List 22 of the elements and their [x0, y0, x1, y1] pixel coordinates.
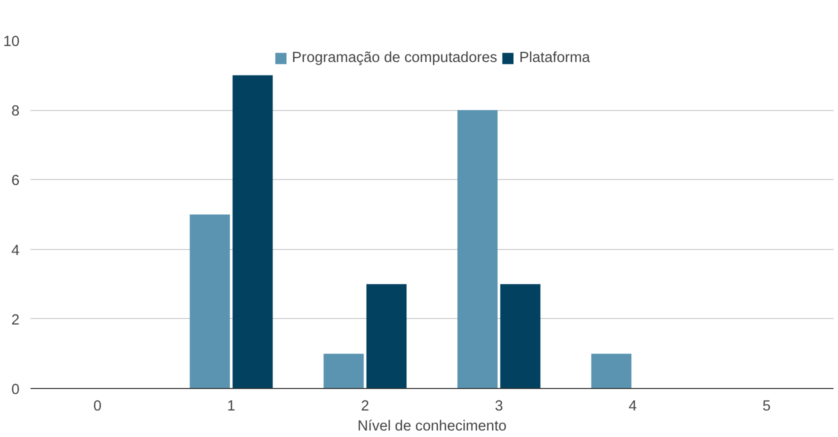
bar	[190, 214, 230, 388]
bar	[232, 75, 273, 388]
legend-label: Programação de computadores	[292, 50, 498, 66]
y-tick-label: 0	[11, 382, 20, 398]
x-axis-title: Nível de conhecimento	[357, 418, 507, 434]
x-tick-label: 3	[494, 398, 503, 414]
bar	[500, 284, 540, 388]
x-tick-label: 0	[93, 398, 102, 414]
bar	[457, 110, 498, 388]
y-tick-label: 10	[3, 34, 20, 50]
x-tick-label: 1	[227, 398, 236, 414]
bar	[591, 354, 632, 388]
y-tick-label: 2	[11, 312, 20, 328]
bar	[366, 284, 407, 388]
legend-label: Plataforma	[519, 50, 590, 66]
x-tick-label: 2	[361, 398, 370, 414]
bar	[324, 354, 364, 388]
y-tick-label: 6	[11, 173, 20, 190]
y-tick-label: 8	[11, 104, 20, 120]
x-tick-label: 5	[762, 398, 771, 414]
x-tick-label: 4	[628, 398, 637, 414]
y-tick-label: 4	[11, 242, 20, 259]
